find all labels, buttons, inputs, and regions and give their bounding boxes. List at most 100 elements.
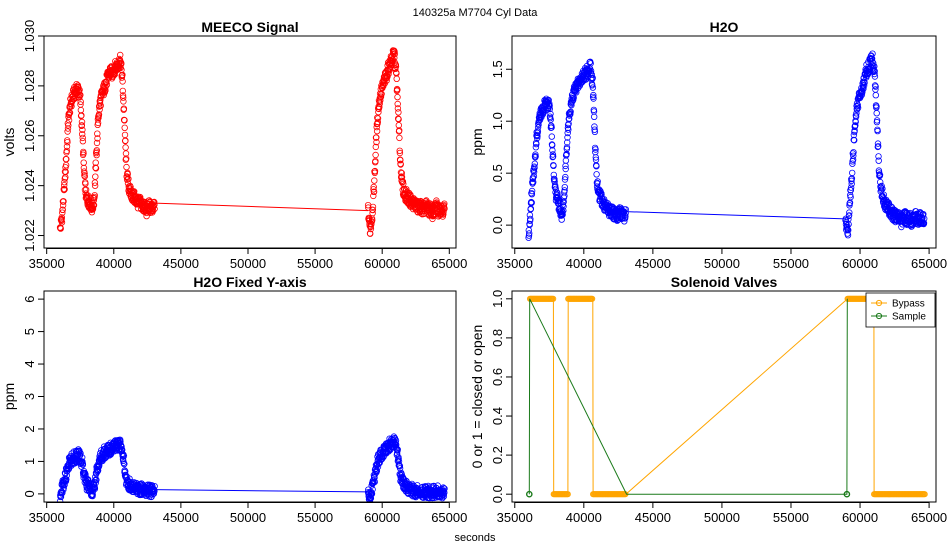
y-axis-label: ppm <box>469 128 485 155</box>
data-point <box>589 74 596 82</box>
data-point <box>528 190 536 198</box>
data-point <box>371 167 379 175</box>
h2o-fixed-y-axis-panel: H2O Fixed Y-axis ppm 35000 40000 45000 50000 5… <box>1 274 467 525</box>
plot-frame <box>511 35 937 249</box>
plot-area <box>56 433 448 502</box>
data-point <box>58 214 65 221</box>
x-tick-label: 65000 <box>911 510 947 525</box>
x-tick-label: 60000 <box>364 256 400 271</box>
x-tick-label: 60000 <box>364 510 400 525</box>
data-point <box>873 117 881 124</box>
data-point <box>565 120 572 127</box>
figure-title: 140325a M7704 Cyl Data <box>413 7 539 19</box>
data-point <box>151 205 158 213</box>
data-point <box>545 102 553 110</box>
data-point <box>548 133 555 140</box>
y-tick-label: 0.5 <box>490 164 505 182</box>
bypass-marker <box>921 491 928 498</box>
data-point <box>150 490 158 497</box>
data-point <box>870 60 877 67</box>
y-tick-label: 0.6 <box>490 368 505 386</box>
data-point <box>395 458 403 465</box>
x-tick-label: 50000 <box>230 510 266 525</box>
data-point <box>120 452 128 460</box>
data-point <box>441 489 448 496</box>
data-point <box>394 86 401 94</box>
data-point <box>534 127 542 135</box>
data-point <box>850 152 857 159</box>
data-point <box>120 105 128 112</box>
data-point <box>563 144 571 151</box>
data-point <box>397 169 405 176</box>
data-point <box>77 450 84 457</box>
x-tick-label: 50000 <box>704 256 740 271</box>
data-point <box>91 192 98 199</box>
data-point <box>868 55 876 62</box>
data-point <box>869 50 876 57</box>
data-point <box>920 219 928 227</box>
data-point <box>441 200 448 207</box>
data-point <box>871 73 879 80</box>
data-point <box>78 112 85 119</box>
data-point <box>622 209 629 217</box>
y-tick-label: 5 <box>22 328 37 335</box>
x-tick-label: 55000 <box>773 510 809 525</box>
data-point <box>526 230 533 237</box>
x-tick-label: 35000 <box>497 510 533 525</box>
x-tick-label: 65000 <box>911 256 947 271</box>
data-point <box>80 159 87 166</box>
data-point <box>62 168 69 176</box>
series-line-sample <box>528 298 848 495</box>
data-point <box>127 183 134 191</box>
y-tick-label: 0.0 <box>490 485 505 503</box>
data-point <box>395 122 402 129</box>
data-point <box>525 232 533 239</box>
data-point <box>590 91 597 99</box>
data-point <box>919 211 926 218</box>
x-tick-label: 65000 <box>431 510 467 525</box>
data-point <box>377 93 385 100</box>
data-point <box>56 498 64 502</box>
data-point <box>874 127 881 135</box>
panel-title: Solenoid Valves <box>671 274 778 290</box>
data-point <box>878 182 885 190</box>
data-point <box>372 143 379 151</box>
data-point <box>123 163 130 171</box>
data-point <box>61 178 68 186</box>
bypass-marker <box>589 295 596 302</box>
data-point <box>60 186 68 194</box>
data-point <box>562 157 570 164</box>
legend-swatch-marker <box>875 299 883 307</box>
data-point <box>391 50 399 58</box>
data-point <box>532 153 539 160</box>
data-point <box>440 493 448 500</box>
data-point <box>63 476 70 483</box>
data-point <box>588 71 595 78</box>
data-point <box>373 134 380 141</box>
data-point <box>370 183 377 191</box>
y-tick-label: 0 <box>22 490 37 497</box>
legend-box <box>865 292 936 328</box>
data-point <box>369 206 376 214</box>
data-point <box>621 218 628 225</box>
y-tick-label: 0.4 <box>490 407 505 425</box>
data-point <box>96 106 103 113</box>
data-point <box>590 95 597 102</box>
data-point <box>561 183 568 191</box>
data-point <box>61 186 68 193</box>
data-point <box>849 169 856 177</box>
data-point <box>125 175 132 182</box>
y-axis-label: 0 or 1 = closed or open <box>469 325 485 469</box>
data-point <box>95 114 102 122</box>
legend: Bypass Sample <box>865 292 936 328</box>
data-point <box>118 60 125 67</box>
bypass-marker <box>550 295 557 302</box>
gap-connector-line <box>154 489 369 493</box>
data-point <box>103 81 111 88</box>
plot-frame <box>43 35 457 249</box>
y-tick-label: 1.0 <box>490 290 505 308</box>
y-tick-label: 1.026 <box>22 119 37 152</box>
data-point <box>369 203 377 211</box>
data-point <box>368 489 375 497</box>
y-tick-label: 6 <box>22 295 37 302</box>
